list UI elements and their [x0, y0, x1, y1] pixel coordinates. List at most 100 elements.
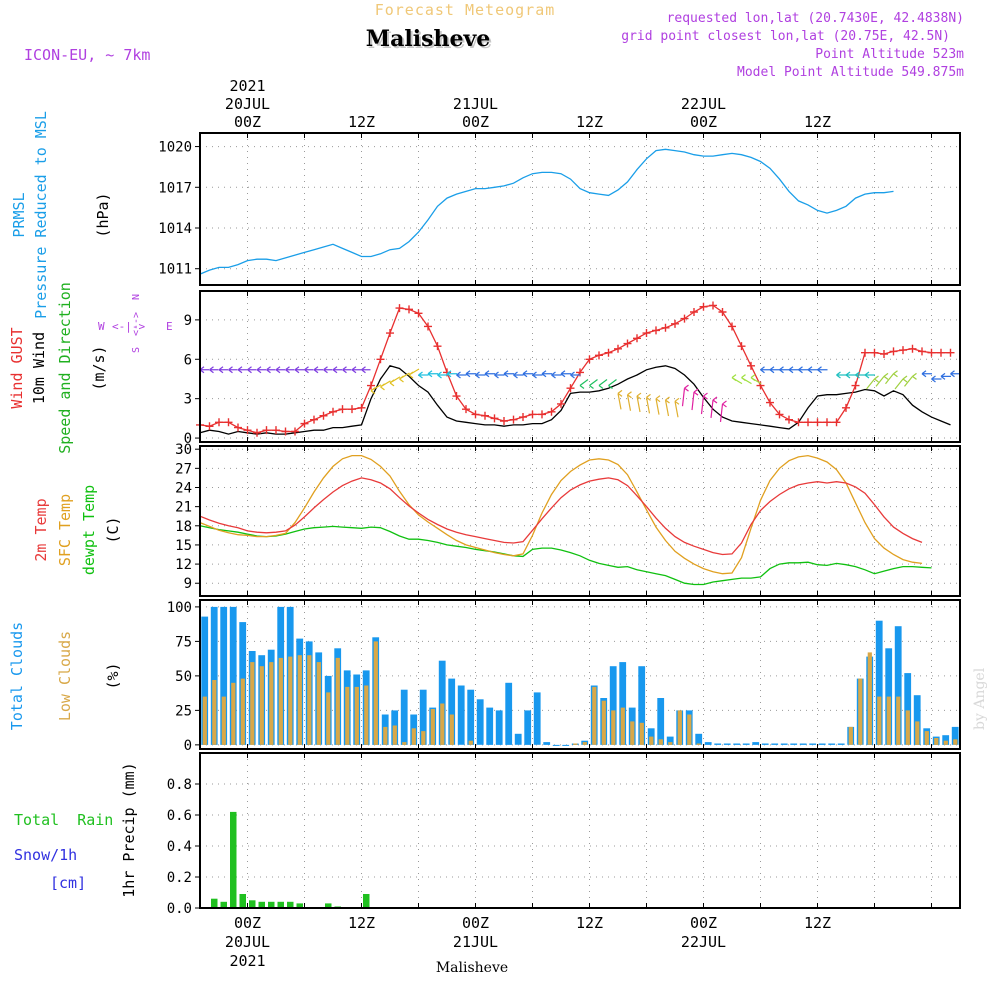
total-cloud-bar — [894, 626, 902, 745]
gust-marker — [528, 410, 537, 419]
wind-direction-arrow — [465, 370, 476, 378]
low-cloud-bar — [687, 714, 692, 745]
cloud-labels: Total Clouds Low Clouds (%) — [8, 622, 122, 730]
ytick-label: 18 — [175, 519, 192, 535]
low-cloud-bar — [468, 740, 473, 745]
gust-marker — [357, 403, 366, 412]
low-cloud-bar — [364, 685, 369, 745]
low-cloud-bar — [696, 743, 701, 745]
low-cloud-bar — [677, 710, 682, 745]
total-cloud-bar — [400, 689, 408, 745]
total-cloud-bar — [220, 606, 228, 745]
rain-bar — [287, 901, 294, 908]
wind-direction-arrow — [494, 371, 505, 379]
wind-direction-arrow — [456, 371, 467, 379]
total-cloud-bar — [438, 660, 446, 745]
wind-direction-arrow — [904, 372, 917, 387]
compass-n: N — [131, 294, 142, 300]
wind-direction-arrow — [655, 395, 661, 415]
low-cloud-bar — [620, 707, 625, 745]
wind-direction-arrow — [760, 366, 771, 374]
dewpoint-line — [199, 525, 932, 586]
top-time-label: 21JUL — [453, 95, 498, 113]
precip-axis-label: 1hr Precip (mm) — [120, 762, 138, 897]
wind-direction-arrow — [380, 380, 391, 391]
wind-direction-arrow — [342, 366, 352, 374]
gust-marker — [471, 410, 480, 419]
bottom-time-label: 12Z — [804, 914, 831, 932]
wind-direction-arrow — [636, 392, 642, 413]
bottom-time-label: 12Z — [576, 914, 603, 932]
ytick-label: 27 — [175, 461, 192, 477]
wind-direction-arrow — [199, 366, 209, 374]
wind-direction-arrow — [285, 366, 295, 374]
bottom-time-label: 22JUL — [681, 933, 726, 951]
gust-marker — [737, 342, 746, 351]
wind-direction-arrow — [710, 396, 718, 419]
wind-direction-arrow — [691, 388, 699, 411]
gust-marker — [500, 416, 508, 425]
wind-direction-arrow — [931, 375, 942, 383]
temp-labels: 2m Temp SFC Temp dewpt Temp (C) — [32, 485, 122, 575]
bottom-time-label: 20JUL — [225, 933, 270, 951]
gust-marker — [614, 344, 622, 353]
gust-marker — [794, 418, 803, 427]
low-cloud-bar — [886, 696, 891, 745]
plot-area: 1011101410171020036991215182124273002550… — [158, 77, 961, 970]
wind-direction-arrow — [294, 366, 304, 374]
low-cloud-bar — [326, 692, 331, 745]
ytick-label: 15 — [175, 538, 192, 554]
ytick-label: 25 — [175, 703, 192, 719]
low-cloud-bar — [212, 680, 217, 745]
rain-bar — [363, 894, 370, 908]
total-cloud-bar — [619, 662, 627, 745]
wind-direction-arrow — [885, 370, 898, 385]
panel-frame-precip — [199, 752, 961, 909]
rain-bar — [277, 901, 284, 908]
gust-marker — [585, 355, 594, 364]
bottom-time-label: 21JUL — [453, 933, 498, 951]
panel-wind: 0 3 6 9 — [184, 291, 960, 447]
top-time-label: 12Z — [576, 113, 603, 131]
gust-marker — [300, 419, 309, 428]
ytick-label: 100 — [167, 600, 192, 616]
low-cloud-bar — [924, 731, 929, 745]
wind-direction-arrow — [304, 366, 314, 374]
wind-direction-arrow — [408, 368, 420, 379]
low-cloud-bar — [848, 726, 853, 745]
low-clouds-label: Low Clouds — [56, 631, 74, 721]
rain-bar — [220, 901, 227, 908]
top-time-label: 00Z — [462, 113, 489, 131]
low-cloud-bar — [449, 714, 454, 745]
total-cloud-bar — [609, 666, 617, 745]
gust-marker — [652, 326, 660, 335]
panel-frame-pressure — [199, 132, 961, 286]
ytick-label: 0.2 — [167, 870, 192, 886]
pct-unit-label: (%) — [104, 662, 122, 689]
wind-direction-arrow — [731, 374, 743, 385]
wind-direction-arrow — [940, 372, 951, 380]
low-cloud-bar — [630, 721, 635, 745]
gust-marker — [262, 426, 271, 435]
gust-marker — [557, 399, 565, 408]
gust-marker — [234, 423, 242, 432]
total-cloud-bar — [457, 685, 465, 745]
total-cloud-bar — [733, 743, 741, 745]
low-cloud-bar — [430, 709, 435, 745]
low-cloud-bar — [953, 739, 958, 745]
rain-bar — [230, 811, 237, 908]
total-cloud-bar — [913, 695, 921, 745]
gust-marker — [899, 346, 907, 355]
gust-marker — [319, 411, 328, 420]
low-cloud-bar — [943, 740, 948, 745]
gust-marker — [680, 314, 689, 323]
low-cloud-bar — [392, 725, 397, 745]
gust-marker — [395, 304, 404, 313]
wind-direction-arrow — [313, 366, 323, 374]
model-altitude: Model Point Altitude 549.875m — [737, 65, 964, 80]
ytick-label: 1017 — [158, 180, 192, 196]
gust-marker — [690, 308, 698, 317]
wind-direction-arrow — [855, 371, 866, 379]
compass-rose: N <--> S W <-|-> E — [98, 294, 173, 353]
